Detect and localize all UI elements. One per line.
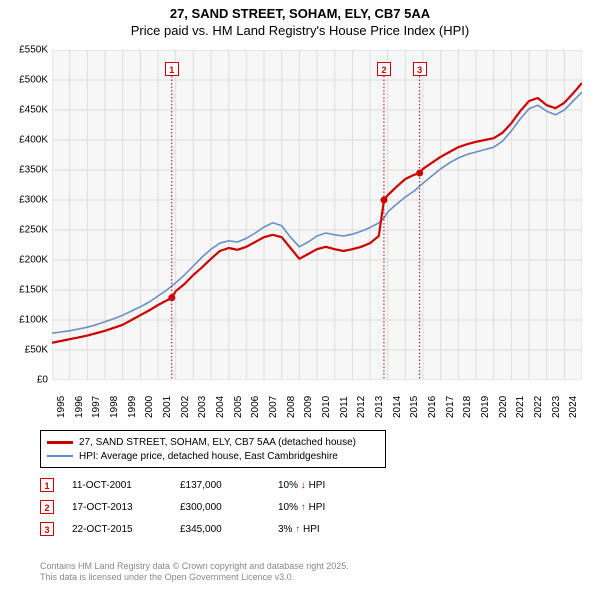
y-tick-label: £50K bbox=[25, 345, 48, 356]
event-pct: 10% ↓ HPI bbox=[278, 480, 388, 491]
x-tick-label: 2002 bbox=[180, 396, 191, 418]
x-tick-label: 2000 bbox=[144, 396, 155, 418]
legend-item: HPI: Average price, detached house, East… bbox=[47, 449, 379, 463]
x-tick-label: 2013 bbox=[374, 396, 385, 418]
x-tick-label: 2008 bbox=[286, 396, 297, 418]
x-tick-label: 2017 bbox=[445, 396, 456, 418]
x-tick-label: 2005 bbox=[233, 396, 244, 418]
event-marker-box: 2 bbox=[40, 500, 54, 514]
footer-line2: This data is licensed under the Open Gov… bbox=[40, 572, 294, 582]
y-tick-label: £250K bbox=[19, 225, 48, 236]
x-tick-label: 1997 bbox=[91, 396, 102, 418]
chart-plot-area bbox=[52, 50, 582, 380]
chart-marker-2: 2 bbox=[377, 62, 391, 76]
y-tick-label: £400K bbox=[19, 135, 48, 146]
event-table: 1 11-OCT-2001 £137,000 10% ↓ HPI 2 17-OCT-201… bbox=[40, 474, 388, 540]
legend-swatch bbox=[47, 455, 73, 457]
y-tick-label: £450K bbox=[19, 105, 48, 116]
x-tick-label: 2012 bbox=[356, 396, 367, 418]
y-axis-labels: £0£50K£100K£150K£200K£250K£300K£350K£400… bbox=[0, 50, 52, 380]
chart-legend: 27, SAND STREET, SOHAM, ELY, CB7 5AA (de… bbox=[40, 430, 386, 468]
y-tick-label: £550K bbox=[19, 45, 48, 56]
y-tick-label: £350K bbox=[19, 165, 48, 176]
x-tick-label: 2015 bbox=[409, 396, 420, 418]
legend-item: 27, SAND STREET, SOHAM, ELY, CB7 5AA (de… bbox=[47, 435, 379, 449]
chart-svg bbox=[52, 50, 582, 380]
x-axis-labels: 1995 1996 1997 1998 1999 2000 2001 2002 2003 2004… bbox=[52, 382, 582, 432]
event-price: £300,000 bbox=[180, 502, 260, 513]
x-tick-label: 2007 bbox=[268, 396, 279, 418]
x-tick-label: 2024 bbox=[568, 396, 579, 418]
event-row: 3 22-OCT-2015 £345,000 3% ↑ HPI bbox=[40, 518, 388, 540]
y-tick-label: £100K bbox=[19, 315, 48, 326]
x-tick-label: 2011 bbox=[339, 396, 350, 418]
x-tick-label: 2004 bbox=[215, 396, 226, 418]
event-price: £137,000 bbox=[180, 480, 260, 491]
x-tick-label: 2009 bbox=[303, 396, 314, 418]
chart-title-subtitle: Price paid vs. HM Land Registry's House … bbox=[0, 21, 600, 38]
chart-marker-3: 3 bbox=[413, 62, 427, 76]
x-tick-label: 1999 bbox=[127, 396, 138, 418]
y-tick-label: £200K bbox=[19, 255, 48, 266]
event-marker-box: 1 bbox=[40, 478, 54, 492]
event-date: 17-OCT-2013 bbox=[72, 502, 162, 513]
x-tick-label: 2023 bbox=[551, 396, 562, 418]
x-tick-label: 1995 bbox=[56, 396, 67, 418]
legend-label: 27, SAND STREET, SOHAM, ELY, CB7 5AA (de… bbox=[79, 437, 356, 448]
event-marker-box: 3 bbox=[40, 522, 54, 536]
arrow-icon: ↓ bbox=[301, 480, 306, 491]
x-tick-label: 2001 bbox=[162, 396, 173, 418]
chart-marker-1: 1 bbox=[165, 62, 179, 76]
x-tick-label: 2003 bbox=[197, 396, 208, 418]
event-row: 2 17-OCT-2013 £300,000 10% ↑ HPI bbox=[40, 496, 388, 518]
y-tick-label: £300K bbox=[19, 195, 48, 206]
y-tick-label: £150K bbox=[19, 285, 48, 296]
event-row: 1 11-OCT-2001 £137,000 10% ↓ HPI bbox=[40, 474, 388, 496]
legend-label: HPI: Average price, detached house, East… bbox=[79, 451, 338, 462]
event-date: 11-OCT-2001 bbox=[72, 480, 162, 491]
x-tick-label: 2022 bbox=[533, 396, 544, 418]
footer-attribution: Contains HM Land Registry data © Crown c… bbox=[40, 561, 349, 584]
x-tick-label: 2018 bbox=[462, 396, 473, 418]
x-tick-label: 2006 bbox=[250, 396, 261, 418]
chart-title-address: 27, SAND STREET, SOHAM, ELY, CB7 5AA bbox=[0, 0, 600, 21]
event-date: 22-OCT-2015 bbox=[72, 524, 162, 535]
x-tick-label: 2020 bbox=[498, 396, 509, 418]
x-tick-label: 2019 bbox=[480, 396, 491, 418]
arrow-icon: ↑ bbox=[295, 524, 300, 535]
arrow-icon: ↑ bbox=[301, 502, 306, 513]
x-tick-label: 2014 bbox=[392, 396, 403, 418]
y-tick-label: £500K bbox=[19, 75, 48, 86]
x-tick-label: 1996 bbox=[74, 396, 85, 418]
legend-swatch bbox=[47, 441, 73, 444]
event-pct: 3% ↑ HPI bbox=[278, 524, 388, 535]
x-tick-label: 2016 bbox=[427, 396, 438, 418]
x-tick-label: 2010 bbox=[321, 396, 332, 418]
footer-line1: Contains HM Land Registry data © Crown c… bbox=[40, 561, 349, 571]
x-tick-label: 2021 bbox=[515, 396, 526, 418]
event-pct: 10% ↑ HPI bbox=[278, 502, 388, 513]
y-tick-label: £0 bbox=[37, 375, 48, 386]
x-tick-label: 1998 bbox=[109, 396, 120, 418]
event-price: £345,000 bbox=[180, 524, 260, 535]
